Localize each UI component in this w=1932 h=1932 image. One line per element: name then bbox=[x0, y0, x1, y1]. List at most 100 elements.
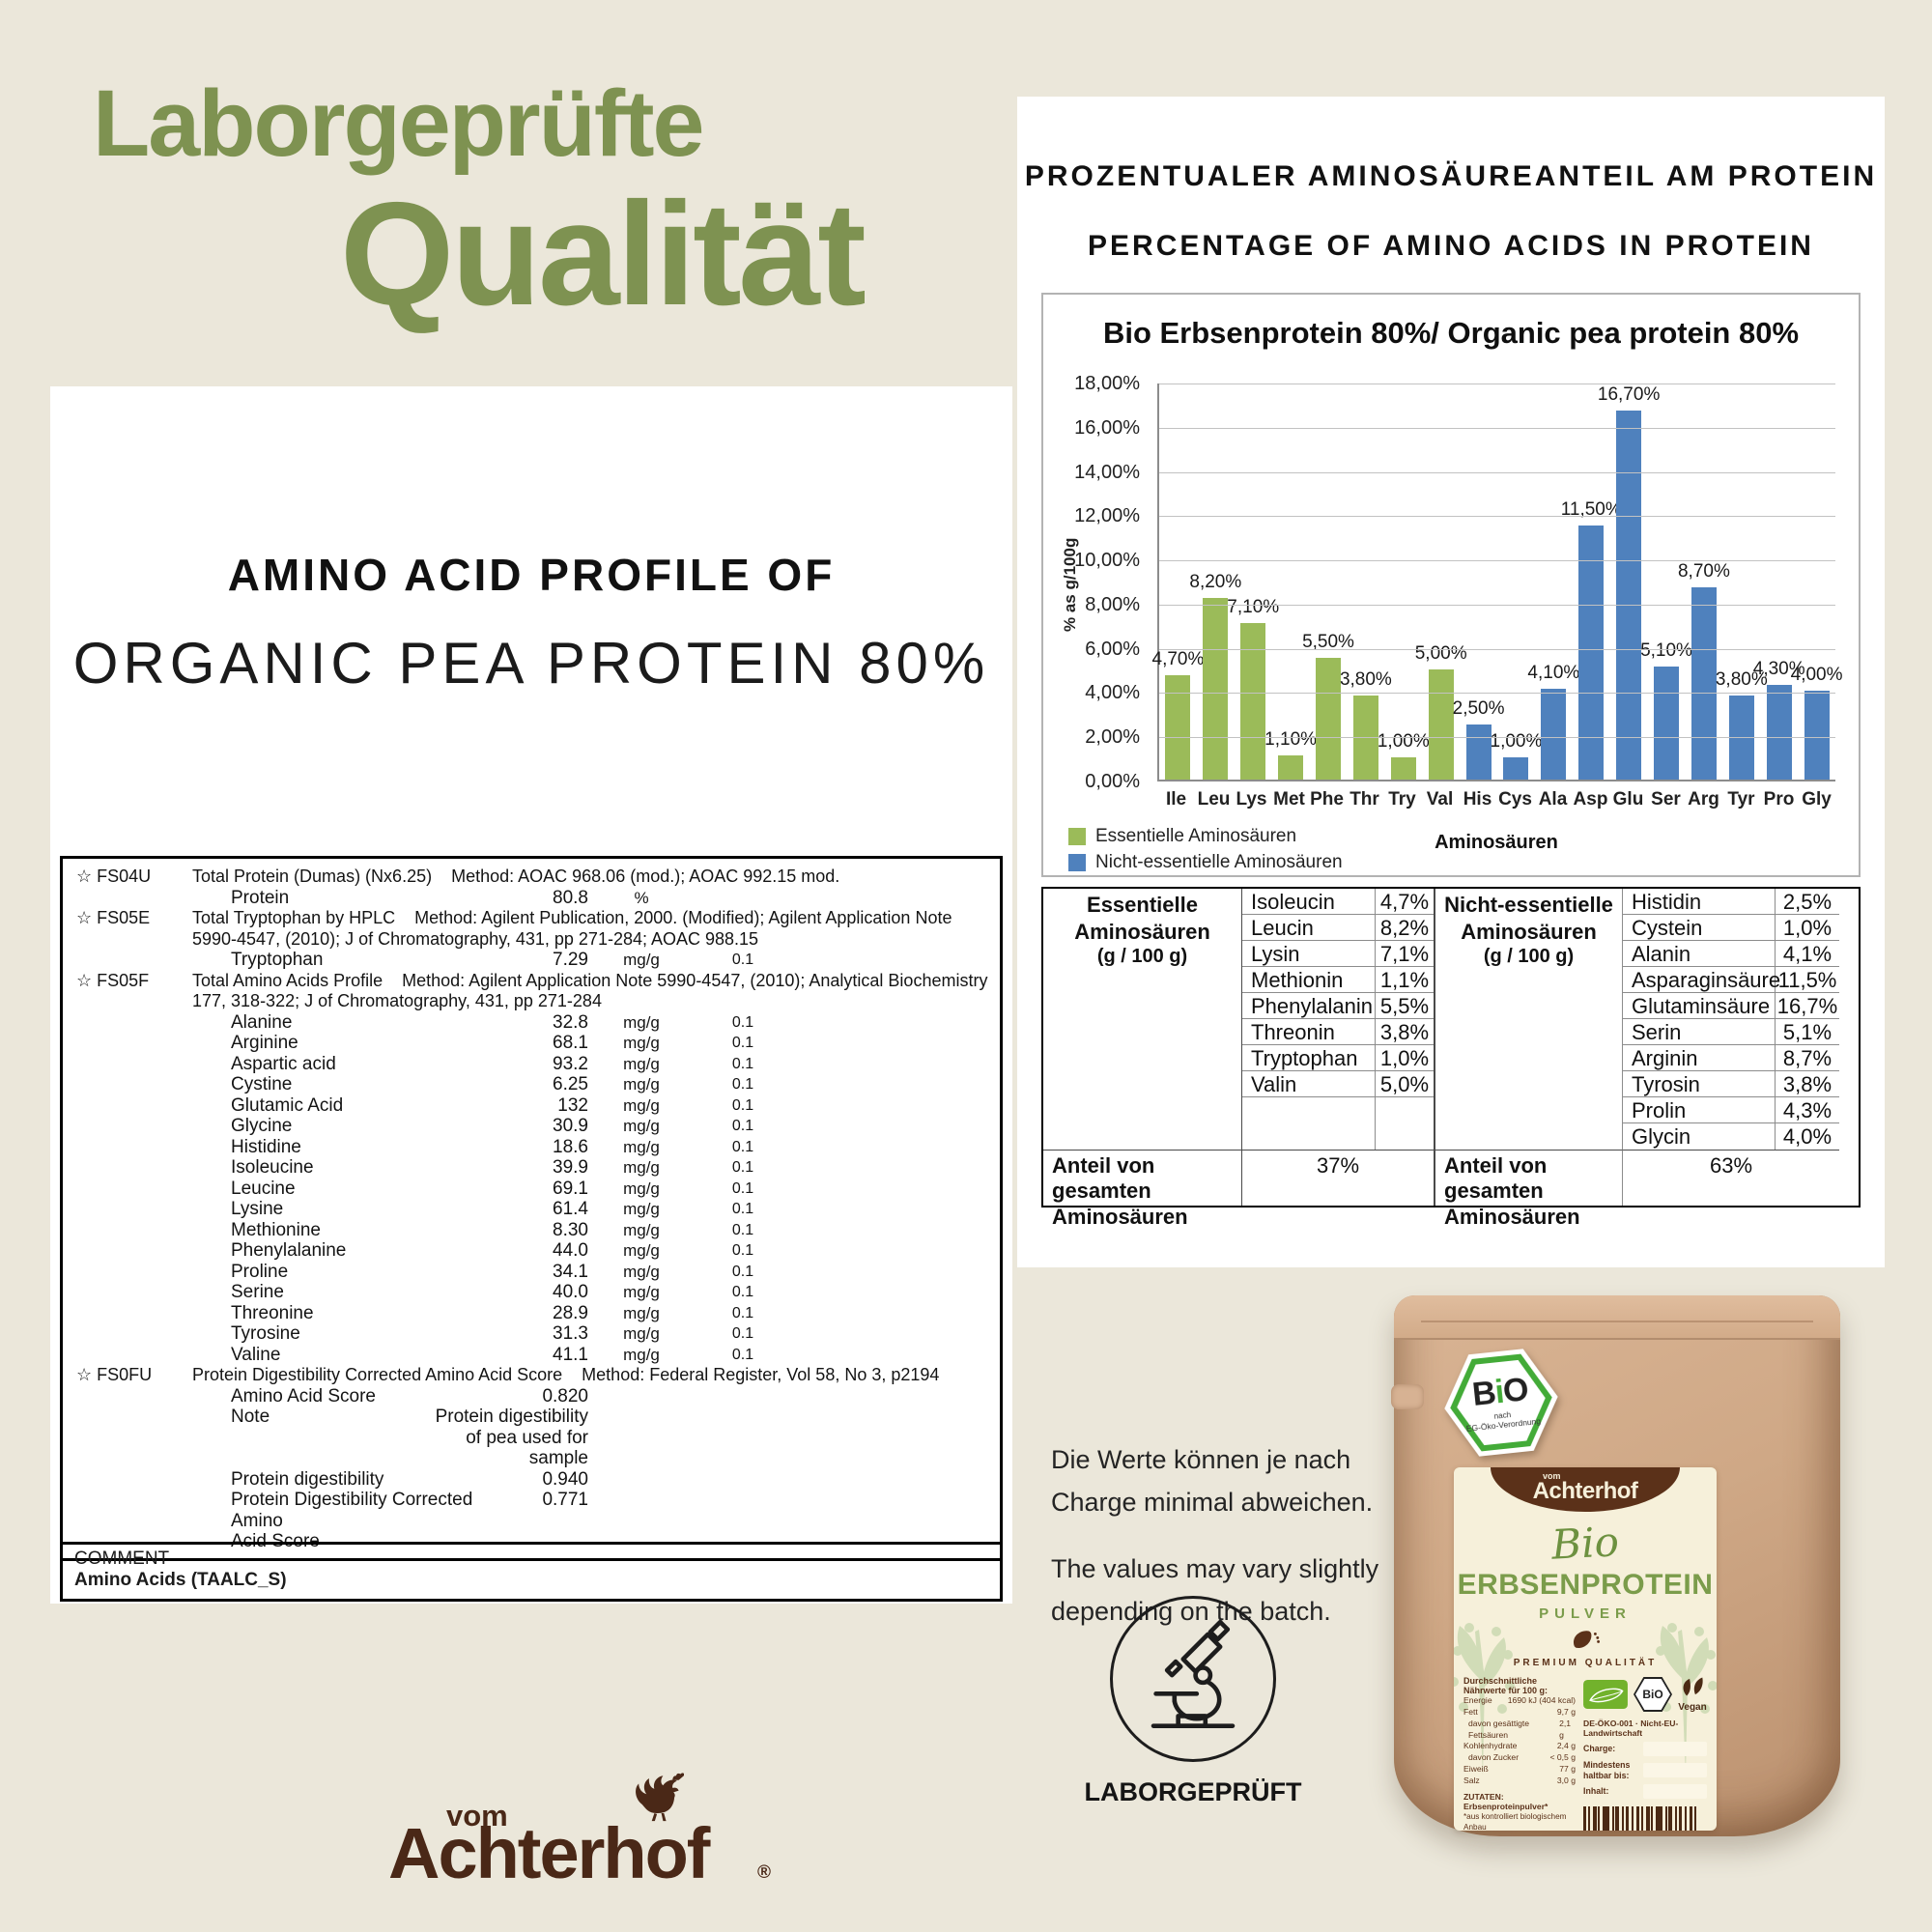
report-analyte-name: Histidine bbox=[231, 1136, 301, 1157]
lab-report-card: AMINO ACID PROFILE OF ORGANIC PEA PROTEI… bbox=[50, 386, 1012, 1604]
bar-slot: 1,00% bbox=[1378, 384, 1430, 780]
nonessential-value: 1,0% bbox=[1776, 915, 1839, 941]
footer-label-essential: Anteil von gesamten Aminosäuren bbox=[1043, 1150, 1242, 1229]
report-data-row: Leucine 69.1 mg/g 0.1 bbox=[65, 1179, 998, 1200]
field-blank-box bbox=[1643, 1742, 1707, 1756]
rooster-icon bbox=[632, 1770, 685, 1827]
report-spacer bbox=[65, 1033, 192, 1054]
report-method-row: ☆ FS05F Total Amino Acids Profile Method:… bbox=[65, 971, 998, 1012]
gridline bbox=[1159, 648, 1835, 650]
essential-name bbox=[1242, 1123, 1376, 1150]
report-data-row: Tryptophan 7.29 mg/g 0.1 bbox=[65, 950, 998, 971]
comment-label: COMMENT bbox=[74, 1548, 170, 1569]
report-analyte-lod bbox=[695, 1386, 791, 1407]
amino-acid-table: Essentielle Aminosäuren (g / 100 g) Nicht-… bbox=[1041, 887, 1861, 1229]
field-row: Mindestens haltbar bis: bbox=[1583, 1760, 1707, 1780]
bar-value-label: 3,80% bbox=[1715, 669, 1768, 691]
x-tick-label: Pro bbox=[1763, 789, 1795, 810]
chart-bar bbox=[1165, 675, 1191, 780]
essential-name: Valin bbox=[1242, 1071, 1376, 1097]
footer-value-nonessential: 63% bbox=[1623, 1150, 1839, 1206]
report-spacer bbox=[65, 1282, 192, 1303]
report-analyte-name: Glutamic Acid bbox=[231, 1094, 344, 1116]
report-analyte-name: Leucine bbox=[231, 1178, 296, 1199]
nutrition-value: 2,1 g bbox=[1559, 1718, 1572, 1740]
report-spacer bbox=[65, 1406, 192, 1469]
bar-value-label: 1,00% bbox=[1377, 731, 1430, 753]
x-tick-label: Thr bbox=[1350, 789, 1379, 810]
table-nonessential-header: Nicht-essentielle Aminosäuren (g / 100 g) bbox=[1434, 889, 1623, 1150]
report-data-row: Proline 34.1 mg/g 0.1 bbox=[65, 1262, 998, 1283]
report-analyte-name: Tryptophan bbox=[231, 950, 324, 970]
x-tick-label: Phe bbox=[1310, 789, 1344, 810]
nonessential-name: Asparaginsäure bbox=[1623, 967, 1780, 993]
bar-value-label: 4,10% bbox=[1527, 663, 1580, 684]
report-data-row: Protein digestibility 0.940 bbox=[65, 1469, 998, 1491]
essential-header-sub: (g / 100 g) bbox=[1096, 946, 1188, 967]
chart-bar bbox=[1278, 754, 1304, 780]
report-note-lines: Protein digestibility of pea used for samp… bbox=[347, 1406, 588, 1469]
report-analyte-lod: 0.1 bbox=[731, 1201, 754, 1217]
y-tick-label: 8,00% bbox=[1085, 593, 1140, 615]
essential-value: 8,2% bbox=[1376, 915, 1434, 941]
y-tick-label: 16,00% bbox=[1074, 416, 1140, 439]
report-analyte-unit bbox=[588, 1469, 695, 1491]
eu-organic-logo bbox=[1583, 1680, 1628, 1709]
eco-control-number: DE-ÖKO-001 · Nicht-EU-Landwirtschaft bbox=[1583, 1719, 1679, 1738]
bar-chart: Bio Erbsenprotein 80%/ Organic pea prote… bbox=[1041, 293, 1861, 877]
report-data-row: Amino Acid Score 0.820 bbox=[65, 1386, 998, 1407]
x-axis-title: Aminosäuren bbox=[1435, 832, 1558, 853]
report-analyte-value: 30.9 bbox=[553, 1116, 588, 1136]
x-tick-label: Tyr bbox=[1727, 789, 1755, 810]
field-row: Charge: bbox=[1583, 1742, 1707, 1756]
bar-value-label: 8,70% bbox=[1677, 560, 1730, 582]
certification-logos: BiO Vegan bbox=[1583, 1676, 1707, 1713]
report-analyte-unit: mg/g bbox=[623, 1283, 660, 1301]
lab-badge-label: LABORGEPRÜFT bbox=[1084, 1777, 1302, 1806]
gridline bbox=[1159, 516, 1835, 518]
nutrition-name: Eiweiß bbox=[1463, 1764, 1489, 1775]
nonessential-name: Tyrosin bbox=[1623, 1071, 1776, 1097]
report-analyte-name: Isoleucine bbox=[231, 1157, 314, 1178]
report-analyte-unit: mg/g bbox=[623, 1137, 660, 1156]
field-blank-box bbox=[1643, 1784, 1707, 1800]
bar-value-label: 11,50% bbox=[1560, 498, 1622, 520]
comment-value: Amino Acids (TAALC_S) bbox=[74, 1570, 287, 1590]
y-tick-label: 6,00% bbox=[1085, 638, 1140, 660]
essential-name: Methionin bbox=[1242, 967, 1376, 993]
report-analyte-name: Proline bbox=[231, 1261, 289, 1282]
chart-bar bbox=[1240, 622, 1266, 780]
lab-report-table: ☆ FS04U Total Protein (Dumas) (Nx6.25) Me… bbox=[60, 856, 1003, 1561]
report-analyte-unit: mg/g bbox=[623, 1241, 660, 1260]
report-analyte-unit: mg/g bbox=[623, 1345, 660, 1364]
report-analyte-value: 32.8 bbox=[553, 1011, 588, 1033]
bar-slot: 2,50% bbox=[1453, 384, 1505, 780]
bar-slot: 3,80% bbox=[1340, 384, 1392, 780]
essential-value bbox=[1376, 1123, 1434, 1150]
gridline bbox=[1159, 604, 1835, 606]
essential-value: 4,7% bbox=[1376, 889, 1434, 915]
report-analyte-value: 31.3 bbox=[553, 1323, 588, 1344]
bar-slot: 8,20% bbox=[1189, 384, 1241, 780]
essential-name: Isoleucin bbox=[1242, 889, 1376, 915]
essential-value: 5,0% bbox=[1376, 1071, 1434, 1097]
report-analyte-lod: 0.1 bbox=[731, 1221, 754, 1238]
label-nutrition-block: Durchschnittliche Nährwerte für 100 g: E… bbox=[1463, 1676, 1576, 1831]
label-bio-script: Bio bbox=[1549, 1518, 1621, 1569]
x-tick-label: Ile bbox=[1165, 789, 1187, 810]
essential-name bbox=[1242, 1097, 1376, 1123]
report-analyte-unit bbox=[588, 1386, 695, 1407]
report-spacer bbox=[65, 1054, 192, 1075]
label-brand-arc: vom Achterhof bbox=[1491, 1467, 1680, 1512]
brand-logo: vom Achterhof ® bbox=[388, 1773, 813, 1909]
bar-value-label: 1,10% bbox=[1264, 728, 1318, 750]
nutrition-name: Fett bbox=[1463, 1706, 1478, 1717]
nutrition-value: 2,4 g bbox=[1556, 1741, 1576, 1751]
ingredients-lines: *aus kontrolliert biologischem AnbauKühl… bbox=[1463, 1811, 1576, 1831]
chart-legend: Essentielle Aminosäuren Nicht-essentielle… bbox=[1068, 826, 1343, 878]
nonessential-value: 5,1% bbox=[1776, 1019, 1839, 1045]
bar-slot: 8,70% bbox=[1678, 384, 1730, 780]
report-spacer bbox=[65, 1262, 192, 1283]
chart-bar bbox=[1390, 757, 1416, 780]
nutrition-title: Durchschnittliche Nährwerte für 100 g: bbox=[1463, 1676, 1548, 1695]
